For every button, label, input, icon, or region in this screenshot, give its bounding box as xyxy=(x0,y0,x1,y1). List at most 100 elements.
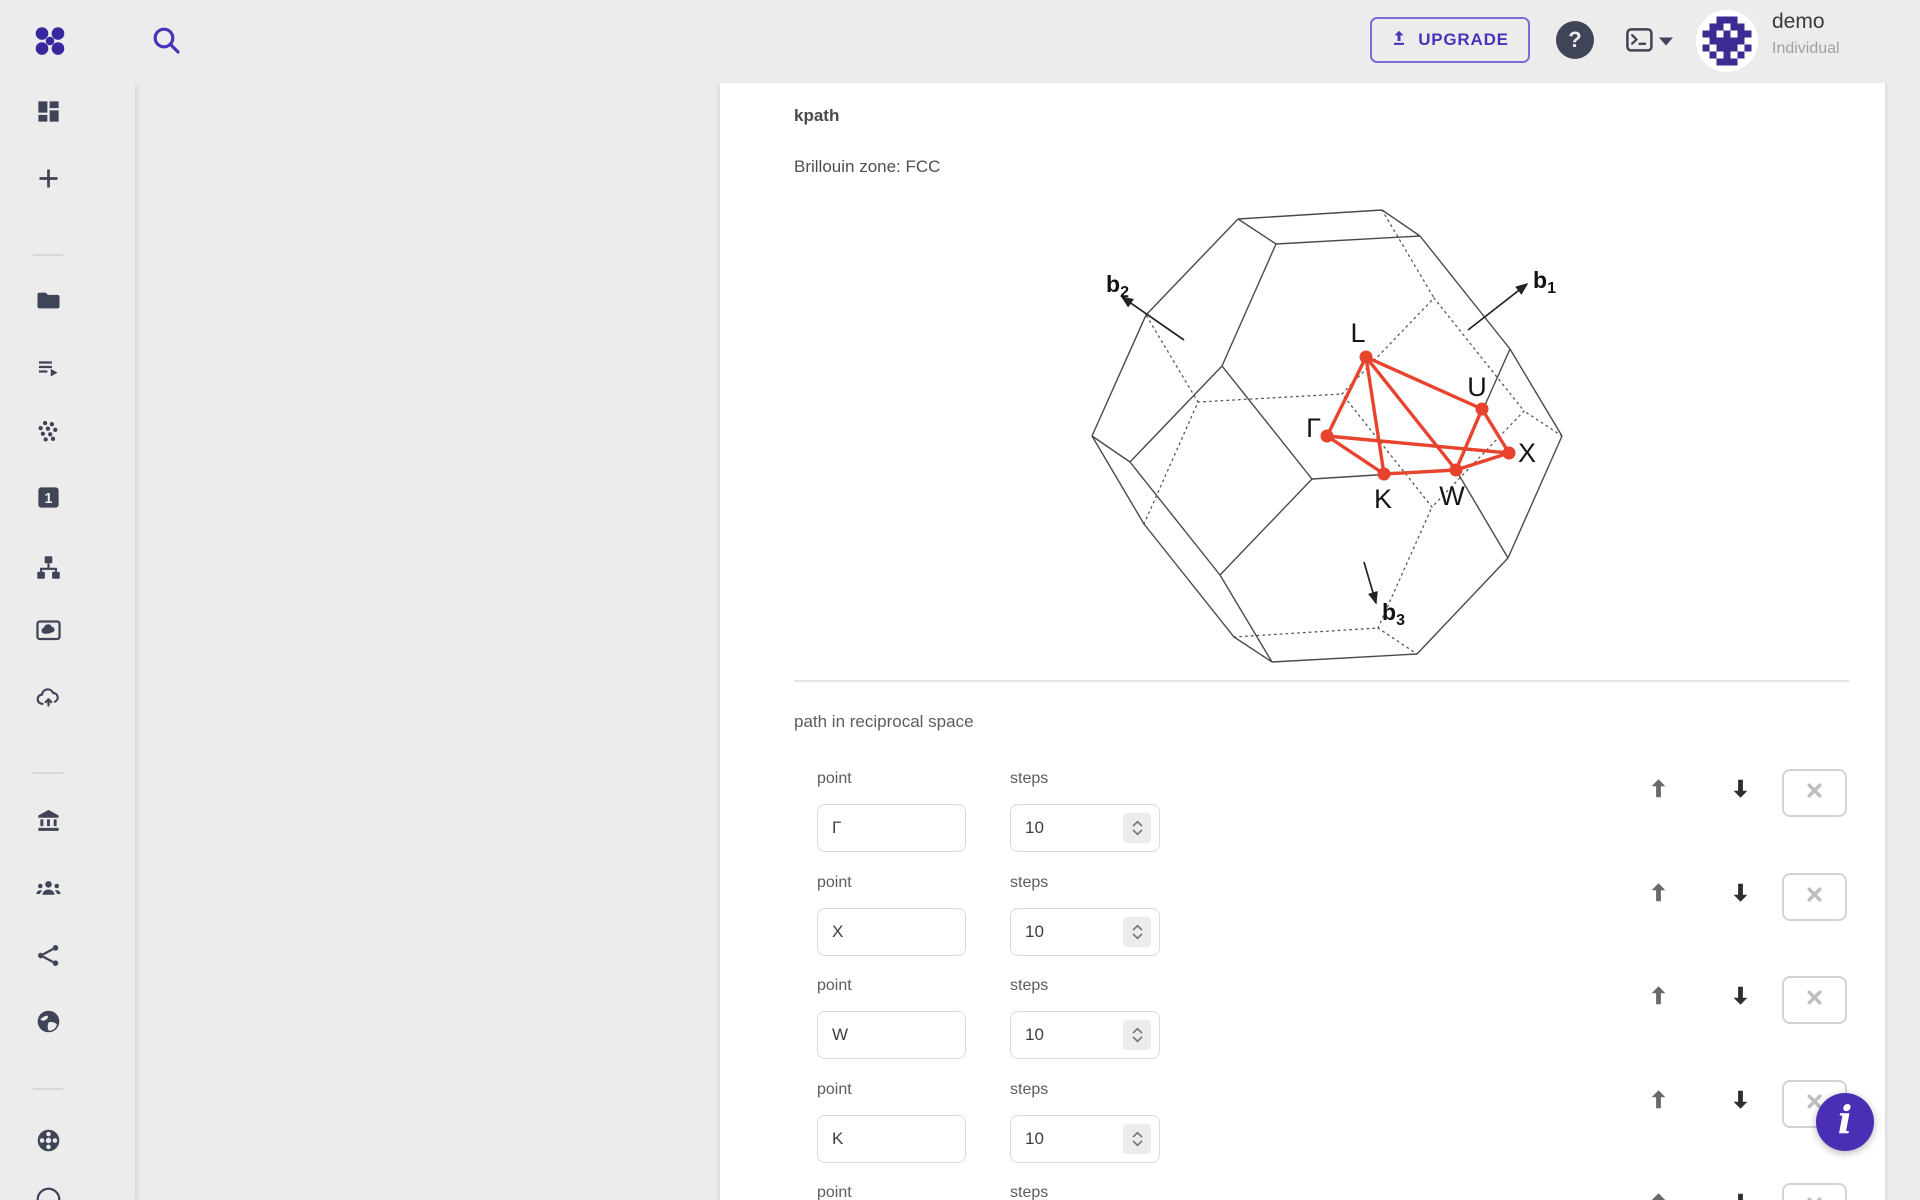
folder-icon xyxy=(35,287,62,319)
steps-value: 10 xyxy=(1025,1025,1044,1044)
move-up-button[interactable] xyxy=(1638,1184,1678,1200)
arrow-up-icon xyxy=(1647,777,1670,803)
section-divider xyxy=(794,680,1849,682)
one-icon: 1 xyxy=(35,484,62,516)
steps-label: steps xyxy=(1010,1080,1049,1098)
point-input[interactable]: Γ xyxy=(817,804,966,852)
upgrade-button[interactable]: UPGRADE xyxy=(1370,17,1530,63)
molecule-icon xyxy=(35,418,62,450)
search-icon[interactable] xyxy=(150,24,184,58)
sidebar-item-globe[interactable] xyxy=(28,1004,68,1044)
steps-input[interactable]: 10 xyxy=(1010,1114,1160,1163)
remove-row-button[interactable] xyxy=(1782,872,1847,921)
arrow-down-icon xyxy=(1729,881,1752,907)
info-icon: i xyxy=(1837,1097,1853,1142)
upload-icon xyxy=(1391,30,1407,51)
sidebar: 1 xyxy=(0,83,135,1200)
steps-spinner[interactable] xyxy=(1123,1123,1151,1154)
user-plan: Individual xyxy=(1772,40,1840,57)
sidebar-item-folder[interactable] xyxy=(28,283,68,323)
sidebar-item-people[interactable] xyxy=(28,871,68,911)
svg-text:K: K xyxy=(1374,484,1392,514)
page-title: kpath xyxy=(794,106,840,125)
close-icon xyxy=(1805,988,1824,1012)
remove-row-button[interactable] xyxy=(1782,1183,1847,1200)
sidebar-item-playlist[interactable] xyxy=(28,350,68,390)
arrow-down-icon xyxy=(1729,1191,1752,1200)
svg-text:W: W xyxy=(1439,481,1465,511)
image-icon xyxy=(35,617,62,649)
arrow-up-icon xyxy=(1647,1191,1670,1200)
arrow-up-icon xyxy=(1647,1088,1670,1114)
move-down-button[interactable] xyxy=(1720,977,1760,1017)
move-up-button[interactable] xyxy=(1638,770,1678,810)
avatar[interactable] xyxy=(1696,10,1758,72)
arrow-down-icon xyxy=(1729,984,1752,1010)
svg-text:b2: b2 xyxy=(1106,271,1129,301)
content-panel: kpath Brillouin zone: FCC b1 b2 b3 Γ X L W K U p… xyxy=(720,83,1885,1200)
sidebar-item-molecule[interactable] xyxy=(28,414,68,454)
steps-input[interactable]: 10 xyxy=(1010,804,1160,852)
steps-label: steps xyxy=(1010,977,1049,994)
sidebar-divider xyxy=(33,1088,63,1090)
point-input[interactable]: K xyxy=(817,1114,966,1163)
sidebar-item-circle[interactable] xyxy=(28,1182,68,1200)
kpath-row: point steps X 10 xyxy=(720,872,1885,978)
sidebar-item-share[interactable] xyxy=(28,938,68,978)
kpath-row: point steps W 10 xyxy=(720,976,1885,1081)
steps-label: steps xyxy=(1010,1184,1049,1200)
steps-spinner[interactable] xyxy=(1123,1020,1151,1050)
sidebar-item-sitemap[interactable] xyxy=(28,550,68,590)
steps-label: steps xyxy=(1010,873,1049,891)
help-icon[interactable]: ? xyxy=(1556,21,1594,59)
move-up-button[interactable] xyxy=(1638,1081,1678,1121)
steps-input[interactable]: 10 xyxy=(1010,907,1160,956)
close-icon xyxy=(1805,885,1824,909)
steps-label: steps xyxy=(1010,770,1049,787)
point-input[interactable]: X xyxy=(817,907,966,956)
svg-text:b3: b3 xyxy=(1382,599,1405,629)
move-down-button[interactable] xyxy=(1720,770,1760,810)
steps-spinner[interactable] xyxy=(1123,916,1151,947)
brillouin-zone-figure: b1 b2 b3 Γ X L W K U xyxy=(1091,209,1563,663)
move-down-button[interactable] xyxy=(1720,874,1760,914)
sidebar-divider xyxy=(33,772,63,774)
move-down-button[interactable] xyxy=(1720,1184,1760,1200)
sidebar-item-one[interactable]: 1 xyxy=(28,480,68,520)
sidebar-divider xyxy=(33,254,63,256)
terminal-menu-button[interactable] xyxy=(1626,27,1676,56)
arrow-down-icon xyxy=(1729,777,1752,803)
steps-spinner[interactable] xyxy=(1123,813,1151,843)
svg-text:U: U xyxy=(1467,372,1487,402)
point-label: point xyxy=(817,1184,852,1200)
remove-row-button[interactable] xyxy=(1782,769,1847,817)
move-up-button[interactable] xyxy=(1638,874,1678,914)
svg-text:L: L xyxy=(1350,318,1365,348)
sidebar-item-plus[interactable] xyxy=(28,161,68,201)
arrow-down-icon xyxy=(1729,1088,1752,1114)
move-down-button[interactable] xyxy=(1720,1081,1760,1121)
sidebar-item-dashboard[interactable] xyxy=(28,94,68,134)
user-name: demo xyxy=(1772,10,1825,33)
close-icon xyxy=(1805,1092,1824,1116)
steps-input[interactable]: 10 xyxy=(1010,1011,1160,1059)
remove-row-button[interactable] xyxy=(1782,976,1847,1024)
svg-text:X: X xyxy=(1518,438,1536,468)
dashboard-icon xyxy=(35,98,62,130)
people-icon xyxy=(35,875,62,907)
cloud-upload-icon xyxy=(35,684,62,716)
app-logo-icon[interactable] xyxy=(30,24,70,58)
point-label: point xyxy=(817,873,852,891)
close-icon xyxy=(1805,781,1824,805)
sidebar-item-chip[interactable] xyxy=(28,1123,68,1163)
steps-value: 10 xyxy=(1025,818,1044,837)
sidebar-item-image[interactable] xyxy=(28,613,68,653)
point-label: point xyxy=(817,977,852,994)
info-button[interactable]: i xyxy=(1816,1093,1874,1151)
sidebar-item-bank[interactable] xyxy=(28,803,68,843)
svg-text:Γ: Γ xyxy=(1306,413,1321,443)
upgrade-label: UPGRADE xyxy=(1418,30,1509,49)
move-up-button[interactable] xyxy=(1638,977,1678,1017)
point-input[interactable]: W xyxy=(817,1011,966,1059)
sidebar-item-cloud-upload[interactable] xyxy=(28,680,68,720)
